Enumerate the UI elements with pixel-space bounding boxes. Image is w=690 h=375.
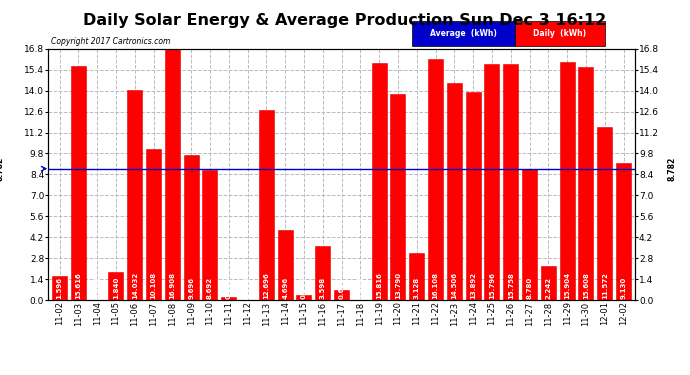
Text: Copyright 2017 Cartronics.com: Copyright 2017 Cartronics.com <box>51 37 170 46</box>
Text: 9.696: 9.696 <box>188 277 194 299</box>
Text: 15.904: 15.904 <box>564 272 570 299</box>
Text: 11.572: 11.572 <box>602 272 608 299</box>
Bar <box>108 273 124 300</box>
Bar <box>503 64 518 300</box>
Text: 15.616: 15.616 <box>75 272 81 299</box>
Bar <box>391 94 406 300</box>
Bar <box>202 170 217 300</box>
Text: 1.596: 1.596 <box>57 277 63 299</box>
Text: 3.598: 3.598 <box>319 277 326 299</box>
FancyBboxPatch shape <box>412 21 515 46</box>
Text: 4.696: 4.696 <box>282 277 288 299</box>
Bar <box>466 92 481 300</box>
Text: Average  (kWh): Average (kWh) <box>430 29 497 38</box>
Bar <box>522 169 537 300</box>
Bar <box>447 83 462 300</box>
Bar <box>598 127 612 300</box>
Text: 0.188: 0.188 <box>226 276 232 299</box>
Text: Daily  (kWh): Daily (kWh) <box>533 29 586 38</box>
Text: 8.780: 8.780 <box>526 276 533 299</box>
Text: 0.000: 0.000 <box>244 276 250 299</box>
Text: 12.696: 12.696 <box>264 272 269 299</box>
Bar <box>127 90 142 300</box>
Bar <box>221 297 236 300</box>
Bar <box>616 164 631 300</box>
Text: 0.000: 0.000 <box>94 276 100 299</box>
Bar <box>409 253 424 300</box>
Bar <box>277 230 293 300</box>
Text: 16.108: 16.108 <box>433 272 439 299</box>
Bar <box>541 267 556 300</box>
Bar <box>146 149 161 300</box>
Bar <box>428 59 443 300</box>
Bar <box>297 295 311 300</box>
FancyBboxPatch shape <box>515 21 606 46</box>
Bar <box>560 62 575 300</box>
Text: 9.130: 9.130 <box>620 276 627 299</box>
Text: 0.344: 0.344 <box>301 276 307 299</box>
Text: 8.692: 8.692 <box>207 277 213 299</box>
Bar <box>372 63 386 300</box>
Text: 2.242: 2.242 <box>545 277 551 299</box>
Bar <box>484 64 500 300</box>
Bar <box>315 246 331 300</box>
Text: 15.758: 15.758 <box>508 272 514 299</box>
Text: 13.790: 13.790 <box>395 272 401 299</box>
Text: 14.506: 14.506 <box>451 272 457 299</box>
Bar <box>259 110 274 300</box>
Bar <box>578 67 593 300</box>
Text: 8.782: 8.782 <box>0 156 4 181</box>
Text: 10.108: 10.108 <box>150 272 157 299</box>
Text: Daily Solar Energy & Average Production Sun Dec 3 16:12: Daily Solar Energy & Average Production … <box>83 13 607 28</box>
Text: 15.796: 15.796 <box>489 272 495 299</box>
Bar <box>52 276 67 300</box>
Bar <box>71 66 86 300</box>
Text: 16.908: 16.908 <box>169 272 175 299</box>
Text: 13.892: 13.892 <box>470 272 476 299</box>
Bar <box>184 155 199 300</box>
Bar <box>165 47 180 300</box>
Text: 14.032: 14.032 <box>132 272 138 299</box>
Text: 8.782: 8.782 <box>667 156 676 181</box>
Text: 15.608: 15.608 <box>583 272 589 299</box>
Text: 15.816: 15.816 <box>376 272 382 299</box>
Bar <box>334 290 349 300</box>
Text: 3.128: 3.128 <box>414 277 420 299</box>
Text: 1.840: 1.840 <box>113 276 119 299</box>
Text: 0.000: 0.000 <box>357 276 364 299</box>
Text: 0.698: 0.698 <box>339 277 344 299</box>
